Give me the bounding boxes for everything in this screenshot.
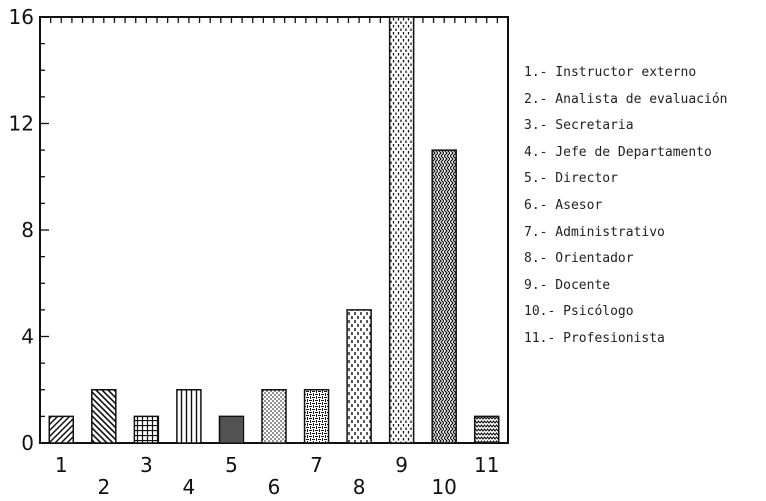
bar-4 <box>176 389 202 444</box>
x-tick-label-6: 6 <box>268 475 281 499</box>
bar-9 <box>388 16 415 444</box>
x-tick-label-3: 3 <box>140 453 153 477</box>
y-tick-label-8: 8 <box>21 218 34 242</box>
x-tick-label-7: 7 <box>310 453 323 477</box>
y-tick-label-12: 12 <box>9 112 34 136</box>
bar-1 <box>48 415 75 444</box>
x-tick-label-4: 4 <box>183 475 196 499</box>
x-tick-label-2: 2 <box>97 475 110 499</box>
bar-3 <box>133 415 160 444</box>
x-tick-label-8: 8 <box>353 475 366 499</box>
legend-item-7: 7.- Administrativo <box>524 224 665 240</box>
bar-6 <box>261 389 287 444</box>
legend-item-3: 3.- Secretaria <box>524 118 634 134</box>
y-tick-label-16: 16 <box>9 5 34 29</box>
x-tick-label-11: 11 <box>474 453 499 477</box>
x-tick-label-10: 10 <box>431 475 456 499</box>
y-tick-label-0: 0 <box>21 431 34 455</box>
legend-item-2: 2.- Analista de evaluación <box>524 91 728 107</box>
bar-2 <box>91 389 117 444</box>
x-tick-label-9: 9 <box>395 453 408 477</box>
legend-item-10: 10.- Psicólogo <box>524 304 634 320</box>
legend-item-4: 4.- Jefe de Departamento <box>524 144 712 160</box>
bar-11 <box>473 415 500 444</box>
legend-item-9: 9.- Docente <box>524 277 611 293</box>
legend-item-8: 8.- Orientador <box>524 251 634 267</box>
x-tick-label-5: 5 <box>225 453 238 477</box>
legend-item-5: 5.- Director <box>524 171 618 187</box>
legend-item-1: 1.- Instructor externo <box>524 65 697 80</box>
legend-item-11: 11.- Profesionista <box>524 330 665 346</box>
bar-8 <box>346 309 372 444</box>
bar-5 <box>218 415 245 444</box>
legend-item-6: 6.- Asesor <box>524 197 603 213</box>
chart-legend: 1.- Instructor externo 2.- Analista de e… <box>524 60 728 353</box>
bar-7 <box>303 389 330 444</box>
y-tick-label-4: 4 <box>21 325 34 349</box>
bar-10 <box>431 149 457 444</box>
x-tick-label-1: 1 <box>55 453 68 477</box>
